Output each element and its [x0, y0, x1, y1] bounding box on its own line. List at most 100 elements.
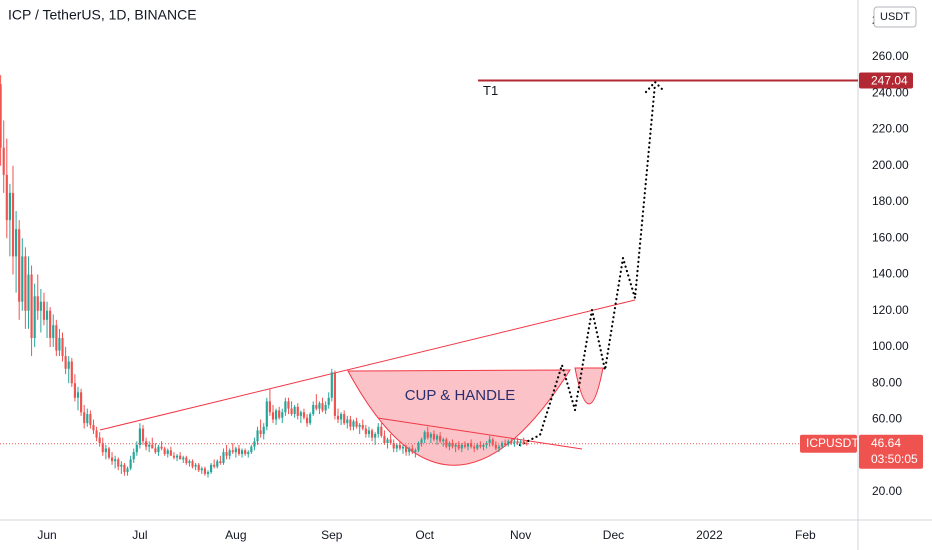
candle-body	[355, 421, 358, 427]
candle-body	[8, 192, 11, 221]
candle-body	[83, 412, 86, 424]
x-tick-label: Dec	[603, 528, 624, 542]
candle-body	[117, 459, 120, 467]
candle-body	[67, 361, 70, 369]
candle-body	[494, 444, 497, 449]
candle-body	[516, 441, 519, 444]
candle-body	[500, 443, 504, 447]
candle-body	[58, 337, 61, 351]
candle-body	[497, 446, 501, 449]
currency-badge	[873, 6, 917, 28]
candle-body	[470, 443, 473, 447]
candle-body	[349, 419, 352, 427]
candle-body	[343, 414, 346, 424]
candle-body	[361, 424, 364, 429]
candle-body	[389, 439, 392, 444]
candle-body	[275, 410, 278, 420]
candle-body	[327, 397, 330, 405]
candle-body	[488, 439, 491, 444]
candle-body	[278, 410, 281, 418]
candle-body	[15, 229, 18, 257]
candle-body	[457, 444, 460, 449]
candle-body	[358, 424, 361, 427]
candle-body	[426, 432, 429, 438]
candle-body	[392, 443, 395, 449]
candle-body	[200, 468, 203, 471]
candle-body	[191, 461, 194, 467]
last-price-text: 46.64	[871, 436, 901, 450]
candle-body	[287, 401, 290, 409]
candle-body	[460, 444, 463, 449]
candle-body	[417, 443, 420, 451]
candle-body	[175, 455, 179, 458]
candle-body	[135, 444, 138, 453]
candle-body	[268, 401, 271, 413]
candle-body	[157, 446, 160, 453]
target-price-text: 247.04	[871, 74, 908, 88]
candle-body	[383, 435, 386, 444]
candle-body	[206, 472, 210, 474]
candle-body	[315, 404, 318, 409]
candle-body	[364, 428, 367, 434]
candle-body	[386, 439, 389, 444]
candle-body	[401, 446, 405, 449]
candle-body	[203, 468, 206, 474]
candle-body	[219, 461, 222, 463]
candle-body	[228, 450, 231, 456]
cup-shape	[347, 369, 571, 466]
candle-body	[491, 439, 494, 445]
x-tick-label: Aug	[225, 528, 246, 542]
candle-body	[169, 450, 172, 456]
x-tick-label: Jun	[37, 528, 56, 542]
candle-body	[370, 430, 374, 438]
candle-body	[160, 446, 163, 449]
candle-body	[346, 419, 349, 424]
y-tick-label: 120.00	[872, 303, 909, 317]
candle-body	[318, 403, 321, 409]
candle-body	[64, 356, 67, 369]
candle-body	[290, 408, 293, 415]
projection-path	[518, 82, 657, 447]
candle-body	[197, 464, 200, 471]
projection-arrowhead	[644, 80, 667, 94]
y-tick-label: 100.00	[872, 339, 909, 353]
candle-body	[24, 256, 27, 311]
candle-body	[244, 450, 247, 454]
x-tick-label: Nov	[510, 528, 531, 542]
candle-body	[352, 421, 355, 427]
candle-body	[0, 84, 2, 148]
candle-body	[18, 229, 21, 302]
candle-body	[237, 448, 241, 454]
candle-body	[247, 452, 250, 454]
candle-body	[454, 444, 457, 447]
candle-body	[213, 464, 216, 467]
candle-body	[216, 461, 219, 467]
candle-body	[398, 444, 401, 449]
candle-body	[61, 337, 64, 357]
candle-body	[408, 448, 411, 453]
candle-body	[374, 433, 377, 438]
candle-body	[138, 428, 141, 445]
candle-body	[172, 455, 176, 458]
candle-body	[476, 444, 479, 449]
candle-body	[55, 325, 58, 351]
x-tick-label: Oct	[415, 528, 434, 542]
y-tick-label: 180.00	[872, 194, 909, 208]
candle-body	[107, 448, 111, 458]
chart-title: ICP / TetherUS, 1D, BINANCE	[8, 7, 197, 23]
candle-body	[466, 443, 470, 447]
candle-body	[101, 443, 104, 453]
candle-body	[525, 443, 528, 445]
candle-body	[442, 439, 445, 442]
candle-body	[305, 417, 309, 424]
candle-body	[145, 441, 148, 447]
candle-body	[380, 426, 383, 436]
candle-body	[123, 464, 126, 473]
y-tick-label: 60.00	[872, 412, 902, 426]
candle-body	[321, 403, 324, 411]
candle-body	[507, 441, 510, 445]
candle-body	[240, 450, 244, 454]
candle-body	[296, 406, 299, 416]
candle-body	[405, 446, 408, 453]
candle-body	[52, 325, 55, 338]
